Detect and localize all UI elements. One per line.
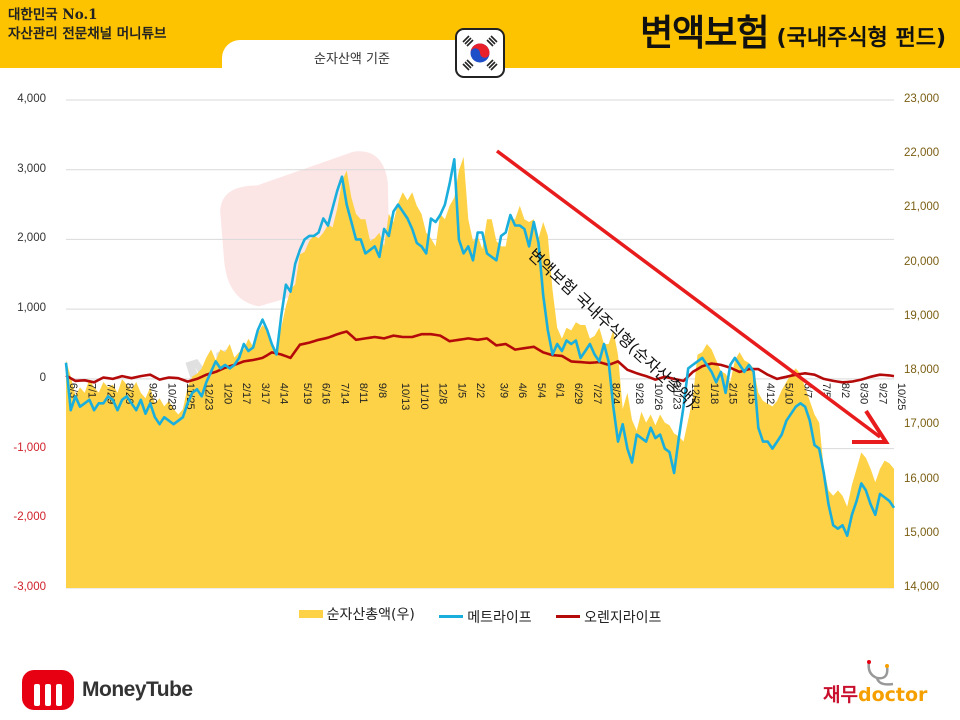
korea-flag-icon (455, 28, 505, 78)
x-tick-label: 2/17 (240, 383, 252, 404)
title-sub: (국내주식형 펀드) (776, 26, 946, 51)
trend-arrow (495, 149, 890, 444)
x-tick-label: 5/10 (783, 383, 795, 404)
x-tick-label: 2/15 (727, 383, 739, 404)
x-tick-label: 9/28 (633, 383, 645, 404)
jaemu-doctor-logo: 재무doctor (823, 660, 928, 707)
x-tick-label: 10/28 (165, 383, 177, 411)
x-tick-label: 9/27 (876, 383, 888, 404)
x-tick-label: 2/2 (474, 383, 486, 398)
x-tick-label: 10/13 (399, 383, 411, 411)
subtitle-tab: 순자산액 기준 (222, 40, 482, 76)
doctor-text: doctor (857, 684, 928, 706)
x-tick-label: 1/20 (221, 383, 233, 404)
legend-item-orangelife: 오렌지라이프 (556, 607, 661, 627)
x-tick-label: 6/29 (572, 383, 584, 404)
legend-item-net-assets: 순자산총액(우) (298, 604, 415, 624)
x-tick-label: 4/12 (764, 383, 776, 404)
left-y-tick: 0 (39, 371, 46, 384)
line-swatch-icon (439, 615, 464, 618)
right-y-tick: 23,000 (904, 93, 940, 105)
legend-item-metlife: 메트라이프 (439, 607, 532, 627)
right-y-tick: 17,000 (904, 418, 940, 431)
left-y-tick: -3,000 (13, 581, 46, 593)
right-y-tick: 19,000 (904, 309, 940, 322)
x-tick-label: 12/21 (689, 383, 701, 411)
right-y-tick: 15,000 (904, 526, 940, 539)
title-main: 변액보험 (640, 13, 769, 54)
line-swatch-icon (556, 615, 581, 618)
x-tick-label: 7/14 (338, 383, 350, 404)
right-y-tick: 14,000 (904, 581, 940, 593)
left-y-tick: 4,000 (17, 93, 46, 105)
x-tick-label: 9/8 (376, 383, 388, 398)
jaemu-text: 재무 (823, 684, 858, 706)
series-line-metlife (64, 158, 896, 538)
x-tick-label: 4/6 (516, 383, 528, 398)
x-tick-label: 7/1 (86, 383, 98, 398)
x-tick-label: 1/5 (455, 383, 467, 398)
x-tick-label: 11/10 (418, 383, 430, 410)
chart-legend: 순자산총액(우) 메트라이프 오렌지라이프 (0, 604, 960, 627)
x-tick-label: 8/26 (123, 383, 135, 404)
stethoscope-icon (867, 660, 894, 686)
right-y-tick: 21,000 (904, 201, 940, 214)
left-y-tick: 3,000 (17, 162, 46, 175)
x-tick-label: 1/18 (708, 383, 720, 404)
x-tick-label: 8/2 (839, 383, 851, 398)
x-tick-label: 5/19 (301, 383, 313, 404)
page-title: 변액보험 (국내주식형 펀드) (640, 4, 946, 56)
area-swatch-icon (298, 610, 323, 618)
left-y-tick: -1,000 (13, 441, 46, 454)
left-y-tick: 1,000 (17, 302, 46, 315)
x-tick-label: 12/23 (203, 383, 215, 411)
left-y-tick: 2,000 (17, 232, 46, 245)
x-tick-label: 6/1 (554, 383, 566, 398)
moneytube-m-icon (22, 670, 74, 710)
x-tick-label: 10/26 (652, 383, 664, 411)
x-tick-label: 8/11 (357, 383, 369, 404)
x-tick-label: 5/4 (535, 383, 547, 398)
x-tick-label: 8/30 (858, 383, 870, 404)
brand-line-1: 대한민국 No.1 (8, 7, 98, 23)
x-tick-label: 10/25 (895, 383, 907, 411)
x-tick-label: 6/16 (320, 383, 332, 404)
x-tick-label: 3/17 (259, 383, 271, 404)
moneytube-logo: MoneyTube (22, 670, 193, 710)
x-tick-label: 4/14 (278, 383, 290, 404)
series-line-orangelife (65, 330, 895, 384)
left-y-tick: -2,000 (13, 511, 46, 524)
brand-line-2: 자산관리 전문채널 머니튜브 (8, 26, 167, 42)
channel-brand: 대한민국 No.1 자산관리 전문채널 머니튜브 (8, 6, 166, 44)
moneytube-logo-text: MoneyTube (82, 678, 193, 701)
right-y-tick: 16,000 (904, 472, 940, 485)
subtitle-label: 순자산액 기준 (314, 52, 390, 67)
x-tick-label: 9/30 (147, 383, 159, 404)
x-tick-label: 7/27 (591, 383, 603, 404)
series-area-net-assets (66, 156, 894, 588)
right-y-tick: 20,000 (904, 255, 940, 268)
x-tick-label: 3/9 (497, 383, 509, 398)
right-y-tick: 22,000 (904, 147, 940, 160)
x-tick-label: 11/23 (670, 383, 682, 410)
right-y-tick: 18,000 (904, 364, 940, 377)
x-tick-label: 12/8 (437, 383, 449, 404)
